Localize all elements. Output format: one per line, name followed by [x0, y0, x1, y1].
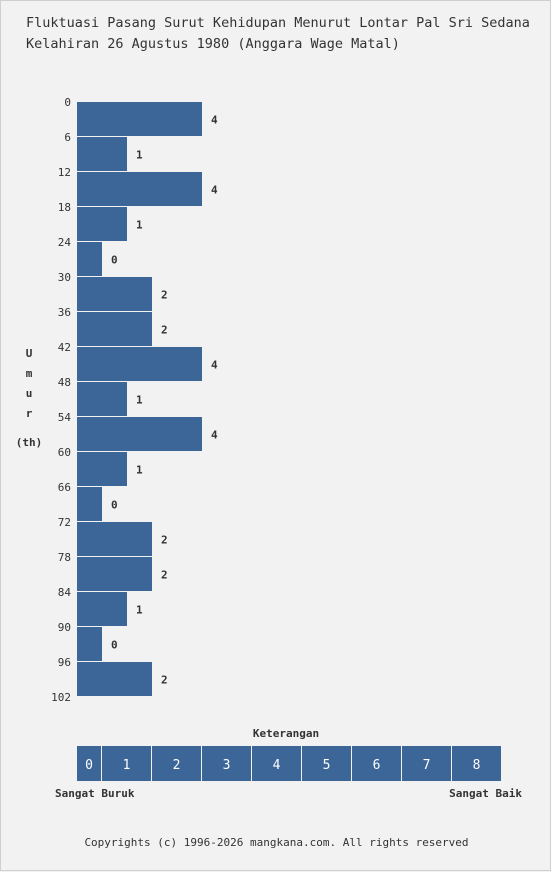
- copyright-text: Copyrights (c) 1996-2026 mangkana.com. A…: [84, 836, 469, 849]
- bar-2: [77, 172, 202, 206]
- legend-cell-4: [252, 746, 301, 781]
- value-label-11: 0: [111, 499, 118, 512]
- y-label-unit: (th): [16, 436, 43, 449]
- legend-cell-6: [352, 746, 401, 781]
- legend-title: Keterangan: [253, 727, 319, 740]
- value-label-10: 1: [136, 464, 143, 477]
- value-label-4: 0: [111, 254, 118, 267]
- bar-7: [77, 347, 202, 381]
- bar-11: [77, 487, 102, 521]
- bar-12: [77, 522, 152, 556]
- bar-5: [77, 277, 152, 311]
- y-tick-42: 42: [58, 341, 71, 354]
- bar-14: [77, 592, 127, 626]
- y-tick-24: 24: [58, 236, 72, 249]
- y-label-letter-3: r: [26, 407, 33, 420]
- value-label-14: 1: [136, 604, 143, 617]
- y-tick-48: 48: [58, 376, 71, 389]
- bar-6: [77, 312, 152, 346]
- y-tick-6: 6: [64, 131, 71, 144]
- legend-cell-1: [102, 746, 151, 781]
- y-tick-54: 54: [58, 411, 72, 424]
- legend-cell-label-4: 4: [273, 758, 281, 773]
- legend-cell-label-8: 8: [473, 758, 481, 773]
- legend-cell-label-7: 7: [423, 758, 431, 773]
- value-label-8: 1: [136, 394, 143, 407]
- value-label-15: 0: [111, 639, 118, 652]
- legend-cell-label-1: 1: [123, 758, 131, 773]
- value-label-16: 2: [161, 674, 168, 687]
- legend-cell-5: [302, 746, 351, 781]
- legend-cell-label-0: 0: [85, 758, 93, 773]
- legend-cell-label-3: 3: [223, 758, 231, 773]
- value-label-0: 4: [211, 114, 218, 127]
- bar-13: [77, 557, 152, 591]
- legend-cell-3: [202, 746, 251, 781]
- y-label-letter-1: m: [26, 367, 33, 380]
- bar-8: [77, 382, 127, 416]
- y-tick-12: 12: [58, 166, 71, 179]
- legend-cell-label-5: 5: [323, 758, 331, 773]
- value-label-5: 2: [161, 289, 168, 302]
- y-tick-60: 60: [58, 446, 71, 459]
- y-tick-30: 30: [58, 271, 71, 284]
- y-tick-72: 72: [58, 516, 71, 529]
- y-tick-78: 78: [58, 551, 71, 564]
- value-label-13: 2: [161, 569, 168, 582]
- value-label-2: 4: [211, 184, 218, 197]
- bars: [77, 102, 202, 696]
- legend-left-label: Sangat Buruk: [55, 787, 135, 800]
- bar-15: [77, 627, 102, 661]
- y-tick-96: 96: [58, 656, 71, 669]
- chart-title-line-1: Fluktuasi Pasang Surut Kehidupan Menurut…: [26, 15, 530, 31]
- y-tick-102: 102: [51, 691, 71, 704]
- legend-cell-label-2: 2: [173, 758, 181, 773]
- y-tick-36: 36: [58, 306, 71, 319]
- value-label-7: 4: [211, 359, 218, 372]
- value-label-12: 2: [161, 534, 168, 547]
- value-labels: 4 1 4 1 0 2 2 4 1 4 1 0 2 2 1 0 2: [111, 114, 218, 687]
- legend-right-label: Sangat Baik: [449, 787, 522, 800]
- bar-16: [77, 662, 152, 696]
- y-tick-0: 0: [64, 96, 71, 109]
- value-label-1: 1: [136, 149, 143, 162]
- y-label-letter-0: U: [26, 347, 33, 360]
- chart-title-line-2: Kelahiran 26 Agustus 1980 (Anggara Wage …: [26, 36, 400, 52]
- y-tick-66: 66: [58, 481, 71, 494]
- legend: Keterangan 0 1 2 3 4 5 6 7 8 Sangat Buruk Sangat Ba…: [55, 727, 522, 800]
- y-tick-90: 90: [58, 621, 71, 634]
- value-label-3: 1: [136, 219, 143, 232]
- value-label-9: 4: [211, 429, 218, 442]
- legend-cell-2: [152, 746, 201, 781]
- bar-4: [77, 242, 102, 276]
- bar-0: [77, 102, 202, 136]
- bar-1: [77, 137, 127, 171]
- y-axis-ticks: 0 6 12 18 24 30 36 42 48 54 60 66 72 78 84 90 96 102: [51, 96, 71, 704]
- bar-3: [77, 207, 127, 241]
- legend-cell-8: [452, 746, 501, 781]
- y-label-letter-2: u: [26, 387, 33, 400]
- value-label-6: 2: [161, 324, 168, 337]
- y-tick-18: 18: [58, 201, 71, 214]
- bar-9: [77, 417, 202, 451]
- bar-10: [77, 452, 127, 486]
- y-tick-84: 84: [58, 586, 72, 599]
- legend-cell-7: [402, 746, 451, 781]
- legend-cell-0: [77, 746, 101, 781]
- legend-cell-label-6: 6: [373, 758, 381, 773]
